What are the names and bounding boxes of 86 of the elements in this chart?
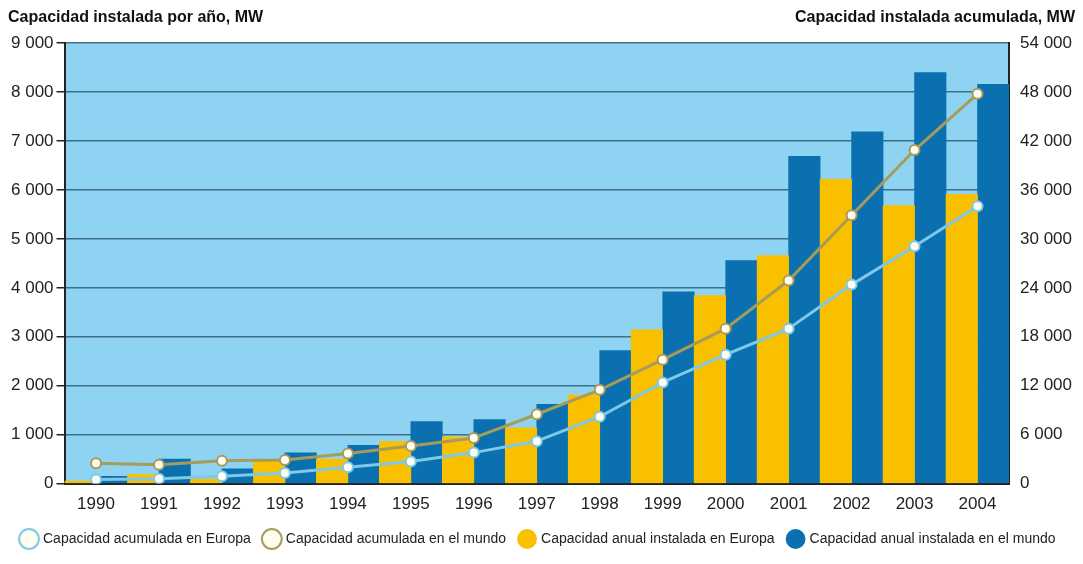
- bar: [630, 329, 664, 484]
- bar: [977, 83, 1009, 484]
- x-tick-label: 2001: [769, 494, 808, 514]
- y-tick-label: 6 000: [10, 179, 54, 199]
- x-tick-label: 1992: [203, 494, 241, 514]
- point: [971, 200, 984, 213]
- bar: [567, 394, 601, 484]
- y-tick-label: 7 000: [10, 130, 54, 150]
- point: [593, 383, 606, 396]
- x-tick-label: 1993: [266, 494, 304, 514]
- point: [467, 446, 480, 459]
- point: [908, 144, 921, 157]
- point: [278, 467, 291, 479]
- x-tick-label: 1991: [140, 494, 178, 514]
- bar: [599, 350, 632, 484]
- point: [152, 458, 165, 471]
- point: [530, 435, 543, 448]
- y-tick-label: 5 000: [10, 228, 54, 248]
- y2-tick-label: 30 000: [1020, 228, 1072, 248]
- x-tick-label: 1996: [454, 494, 493, 514]
- point: [656, 353, 669, 366]
- legend-label: Capacidad acumulada en Europa: [43, 529, 252, 546]
- bar: [788, 155, 821, 484]
- point: [215, 454, 228, 467]
- point: [530, 408, 543, 421]
- y2-tick-label: 36 000: [1020, 179, 1072, 199]
- y2-tick-label: 48 000: [1020, 81, 1072, 101]
- bar: [756, 255, 789, 484]
- point: [341, 447, 354, 460]
- legend-label: Capacidad acumulada en el mundo: [285, 529, 507, 546]
- x-tick-label: 1990: [77, 494, 115, 514]
- y-tick-label: 0: [44, 473, 54, 493]
- point: [845, 209, 858, 222]
- x-tick-label: 1998: [580, 494, 619, 514]
- point: [341, 461, 354, 474]
- y2-tick-label: 54 000: [1020, 32, 1072, 52]
- point: [467, 431, 480, 444]
- y2-tick-label: 12 000: [1020, 375, 1072, 395]
- x-tick-label: 1995: [391, 494, 430, 514]
- point: [782, 322, 795, 335]
- x-tick-label: 1994: [328, 494, 367, 514]
- point: [971, 87, 984, 100]
- bar: [819, 178, 852, 484]
- point: [908, 240, 921, 253]
- y-tick-label: 3 000: [10, 326, 54, 346]
- x-tick-label: 2002: [832, 494, 871, 514]
- x-tick-label: 1997: [517, 494, 556, 514]
- y-tick-label: 1 000: [10, 424, 54, 444]
- x-tick-label: 2000: [706, 494, 745, 514]
- point: [845, 278, 858, 291]
- bar: [945, 194, 978, 484]
- y2-tick-label: 6 000: [1020, 424, 1063, 444]
- bar: [725, 260, 758, 484]
- legend-label: Capacidad anual instalada en el mundo: [809, 529, 1056, 546]
- point: [782, 274, 795, 287]
- x-tick-label: 2004: [958, 494, 997, 514]
- point: [719, 322, 732, 335]
- bar: [504, 427, 538, 484]
- bar: [693, 295, 726, 484]
- point: [719, 348, 732, 361]
- y2-tick-label: 42 000: [1020, 130, 1072, 150]
- point: [593, 410, 606, 423]
- point: [278, 453, 291, 466]
- legend-label: Capacidad anual instalada en Europa: [541, 529, 775, 546]
- y-axis-title: Capacidad instalada por año, MW: [8, 8, 264, 27]
- point: [215, 470, 228, 483]
- x-tick-label: 2003: [895, 494, 934, 514]
- bar: [662, 291, 695, 484]
- bar: [882, 205, 915, 484]
- point: [404, 440, 417, 453]
- y2-axis-title: Capacidad instalada acumulada, MW: [794, 8, 1075, 27]
- point: [90, 473, 103, 484]
- y-tick-label: 8 000: [10, 81, 54, 101]
- point: [404, 455, 417, 468]
- y-tick-label: 4 000: [10, 277, 54, 297]
- x-tick-label: 1999: [643, 494, 682, 514]
- bar: [914, 72, 947, 484]
- y-tick-label: 2 000: [10, 375, 54, 395]
- y2-tick-label: 18 000: [1020, 326, 1072, 346]
- bar: [851, 131, 884, 484]
- point: [90, 457, 103, 470]
- y2-tick-label: 0: [1020, 473, 1030, 493]
- point: [656, 376, 669, 389]
- y-tick-label: 9 000: [10, 32, 54, 52]
- point: [152, 472, 165, 484]
- y2-tick-label: 24 000: [1020, 277, 1072, 297]
